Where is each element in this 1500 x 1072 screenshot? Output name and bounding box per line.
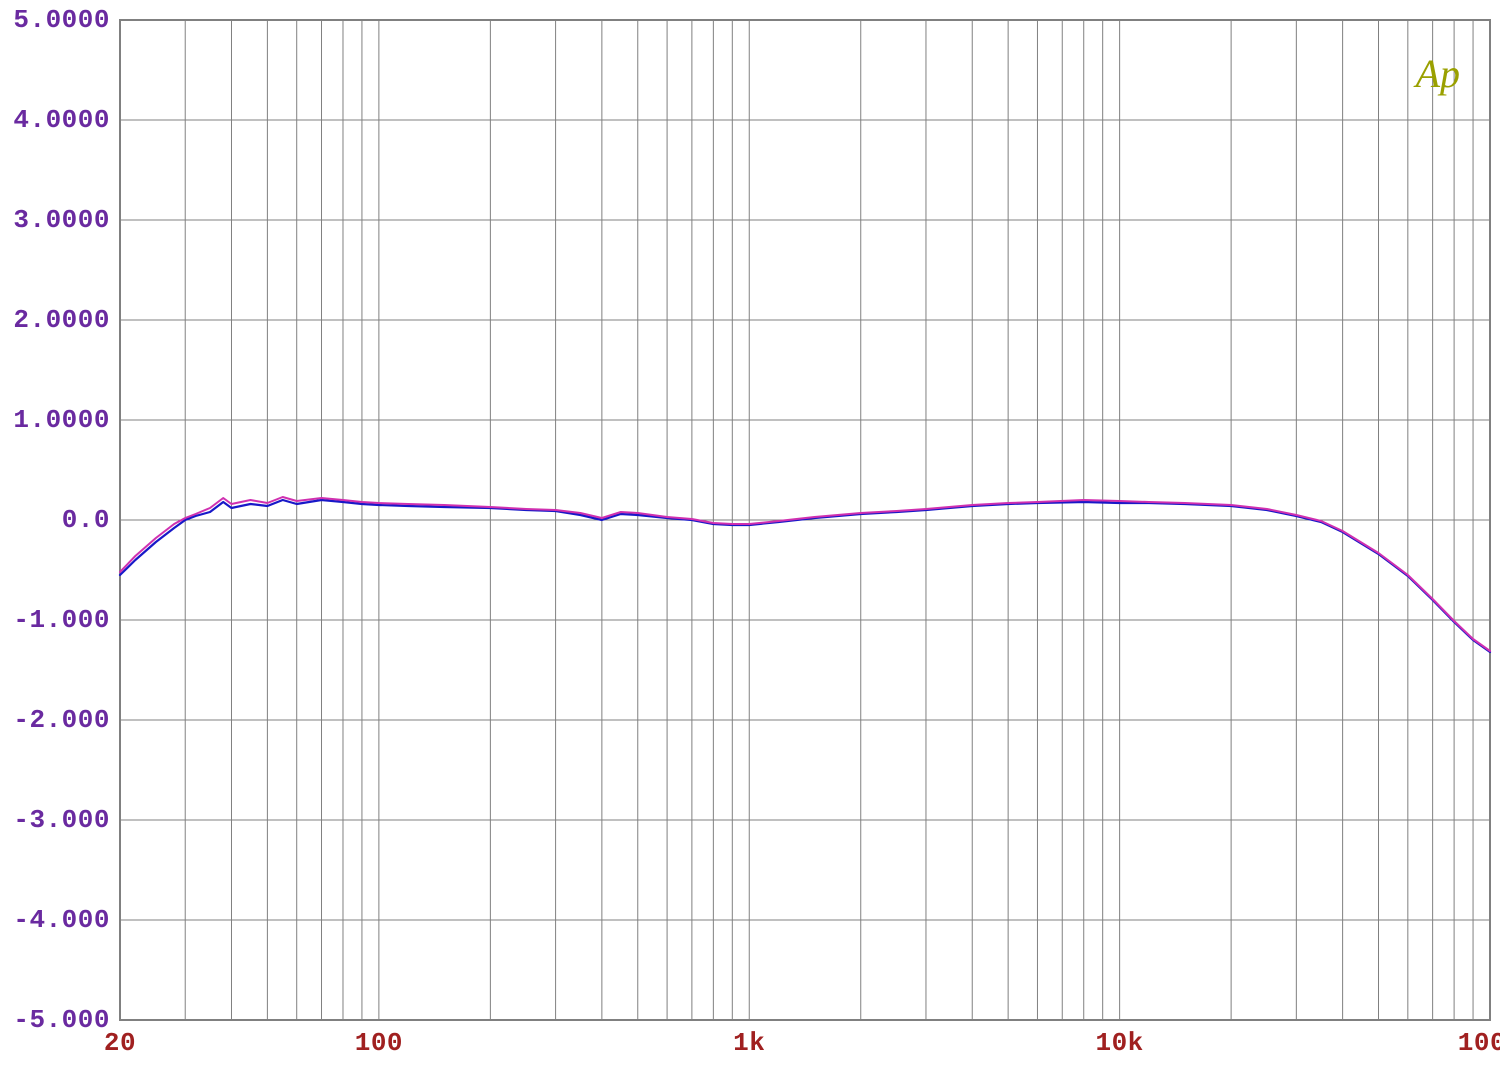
y-tick-label: 3.0000 — [13, 205, 110, 235]
y-tick-label: -4.000 — [13, 905, 110, 935]
y-tick-label: 5.0000 — [13, 5, 110, 35]
y-tick-label: 0.0 — [62, 505, 110, 535]
y-tick-label: 1.0000 — [13, 405, 110, 435]
x-tick-label: 100k — [1458, 1028, 1500, 1058]
y-tick-label: -3.000 — [13, 805, 110, 835]
chart-canvas — [0, 0, 1500, 1072]
x-tick-label: 10k — [1095, 1028, 1143, 1058]
x-tick-label: 20 — [104, 1028, 136, 1058]
frequency-response-chart: 5.0000 4.0000 3.0000 2.0000 1.0000 0.0 -1.000 -… — [0, 0, 1500, 1072]
x-tick-label: 1k — [733, 1028, 765, 1058]
y-tick-label: 4.0000 — [13, 105, 110, 135]
ap-logo: Ap — [1416, 50, 1460, 97]
y-tick-label: 2.0000 — [13, 305, 110, 335]
y-tick-label: -1.000 — [13, 605, 110, 635]
x-tick-label: 100 — [355, 1028, 403, 1058]
y-tick-label: -5.000 — [13, 1005, 110, 1035]
y-tick-label: -2.000 — [13, 705, 110, 735]
